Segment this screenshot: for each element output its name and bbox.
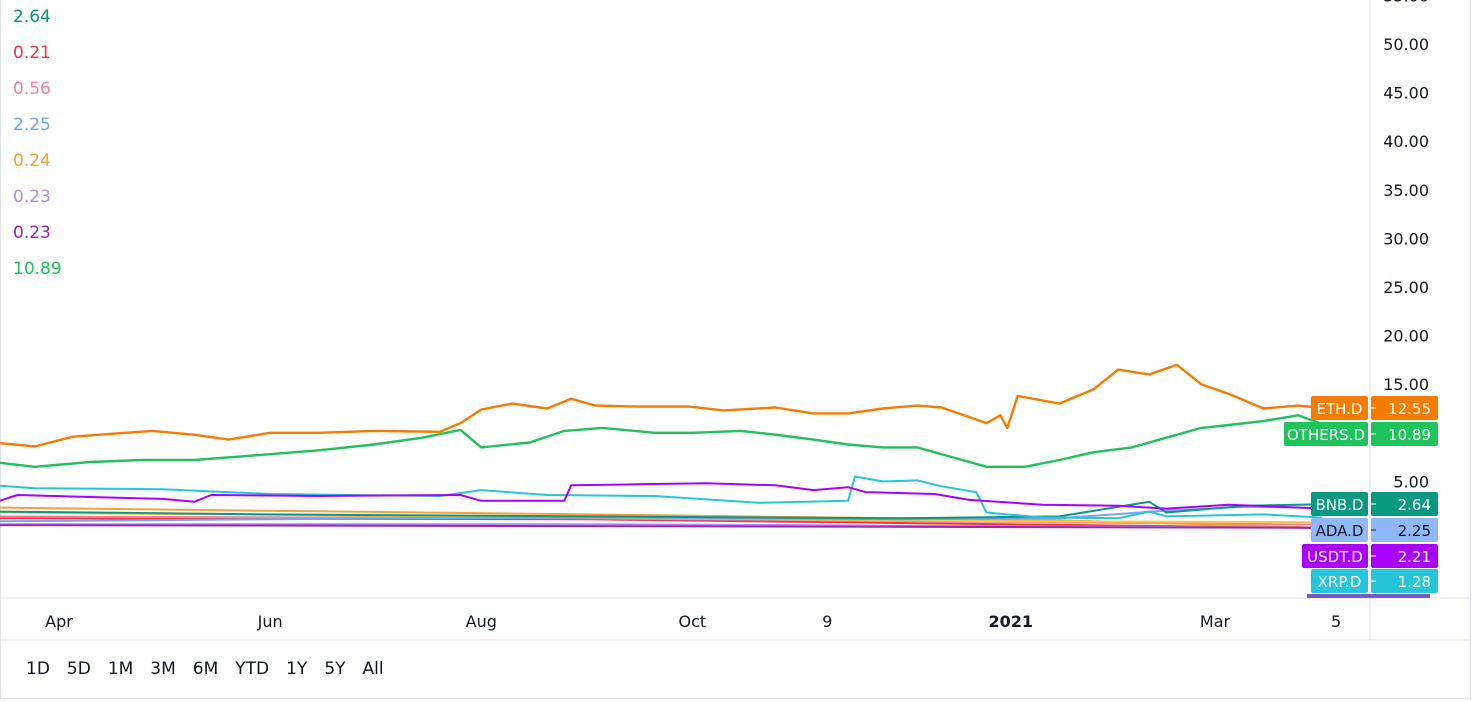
series-line-eth-d[interactable] (0, 363, 1323, 448)
y-tick-label: 15.00 (1383, 375, 1429, 394)
series-line-bnb-d[interactable] (0, 500, 1323, 520)
badge-name: ETH.D (1317, 400, 1363, 418)
badge-value: 1.28 (1398, 573, 1431, 591)
range-button-5d[interactable]: 5D (66, 659, 91, 679)
legend-value: 0.23 (13, 187, 51, 207)
y-tick-label: 55.00 (1383, 0, 1429, 5)
range-button-1m[interactable]: 1M (107, 659, 134, 679)
badge-cutoff (1307, 594, 1430, 598)
badge-others-d: OTHERS.D 10.89 (1284, 422, 1438, 446)
x-tick-label: 9 (822, 612, 832, 631)
badge-name: ADA.D (1316, 522, 1364, 540)
x-tick-label: 2021 (989, 612, 1034, 631)
series-line-minor-10[interactable] (0, 524, 1323, 529)
badge-xrp-d: XRP.D 1.28 (1311, 569, 1438, 593)
series-line-others-d[interactable] (0, 414, 1323, 468)
badge-eth-d: ETH.D 12.55 (1311, 396, 1438, 420)
legend-value: 2.64 (13, 7, 51, 27)
last-value-labels: ETH.D 12.55 OTHERS.D 10.89 BNB.D 2.64 ADA.D 2.2… (1284, 396, 1438, 598)
range-button-ytd[interactable]: YTD (235, 659, 270, 679)
range-button-5y[interactable]: 5Y (324, 659, 346, 679)
legend-value: 0.56 (13, 79, 51, 99)
x-tick-label: Apr (45, 612, 73, 631)
badge-value: 2.25 (1398, 522, 1431, 540)
y-tick-label: 40.00 (1383, 132, 1429, 151)
legend-value: 2.25 (13, 115, 51, 135)
range-button-1d[interactable]: 1D (26, 659, 50, 679)
badge-value: 12.55 (1388, 400, 1431, 418)
y-tick-label: 50.00 (1383, 35, 1429, 54)
badge-bnb-d: BNB.D 2.64 (1311, 492, 1438, 516)
y-tick-label: 20.00 (1383, 327, 1429, 346)
range-button-6m[interactable]: 6M (192, 659, 219, 679)
range-button-all[interactable]: All (362, 659, 384, 679)
badge-value: 2.64 (1398, 496, 1431, 514)
y-tick-label: 45.00 (1383, 84, 1429, 103)
x-tick-label: Aug (466, 612, 497, 631)
badge-name: XRP.D (1318, 573, 1362, 591)
range-button-3m[interactable]: 3M (150, 659, 176, 679)
badge-name: BNB.D (1315, 496, 1363, 514)
x-tick-label: Jun (257, 612, 283, 631)
legend-value: 0.23 (13, 223, 51, 243)
series-lines (0, 363, 1323, 529)
x-tick-label: 5 (1331, 612, 1341, 631)
y-tick-label: 35.00 (1383, 181, 1429, 200)
y-tick-label: 5.00 (1393, 472, 1429, 491)
badge-usdt-d: USDT.D 2.21 (1302, 544, 1438, 568)
x-tick-label: Oct (679, 612, 707, 631)
legend-value: 0.21 (13, 43, 51, 63)
axes: 5.00 15.00 20.00 25.00 30.00 35.00 40.00 45.00 5… (0, 0, 1471, 641)
range-button-1y[interactable]: 1Y (286, 659, 308, 679)
series-line-usdt-d[interactable] (0, 482, 1323, 510)
date-range-selector: 1D 5D 1M 3M 6M YTD 1Y 5Y All (26, 657, 401, 681)
legend-value: 10.89 (13, 259, 62, 279)
badge-name: USDT.D (1307, 548, 1363, 566)
x-tick-label: Mar (1200, 612, 1231, 631)
badge-name: OTHERS.D (1287, 426, 1365, 444)
y-tick-label: 25.00 (1383, 278, 1429, 297)
badge-value: 2.21 (1398, 548, 1431, 566)
badge-value: 10.89 (1388, 426, 1431, 444)
y-tick-label: 30.00 (1383, 229, 1429, 248)
badge-ada-d: ADA.D 2.25 (1311, 518, 1438, 542)
legend-values: 2.64 0.21 0.56 2.25 0.24 0.23 0.23 10.89 (13, 4, 62, 292)
series-line-xrp-d[interactable] (0, 475, 1323, 520)
legend-value: 0.24 (13, 151, 51, 171)
